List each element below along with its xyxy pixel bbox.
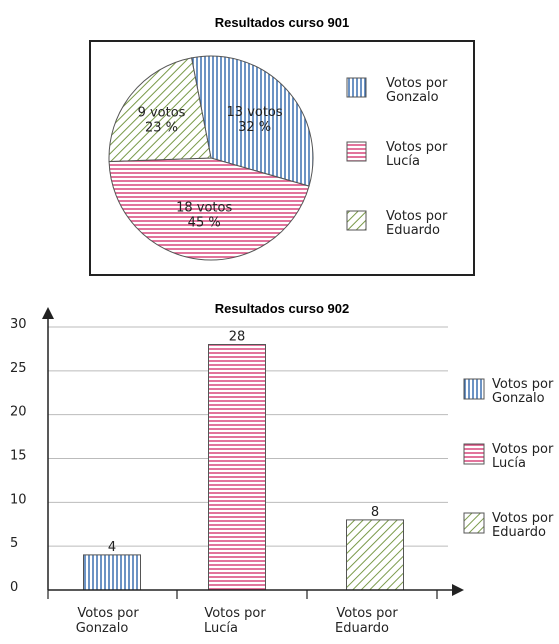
x-label-eduardo-1: Votos por: [336, 606, 398, 621]
bar-lucia-value-label: 28: [229, 330, 246, 345]
bar-title: Resultados curso 902: [215, 301, 349, 316]
pie-count-label-eduardo: 9 votos: [138, 106, 186, 121]
x-label-eduardo-2: Eduardo: [335, 621, 389, 636]
pie-count-label-gonzalo: 13 votos: [227, 105, 283, 120]
pie-legend-label-gonzalo-1: Votos por: [386, 76, 448, 91]
bar-legend: Votos por Gonzalo Votos por Lucía Votos …: [463, 377, 554, 540]
y-tick-label: 25: [10, 361, 27, 376]
bar-gonzalo-value-label: 4: [108, 540, 116, 555]
pie-legend-swatch-lucia: [346, 141, 367, 162]
y-tick-label: 20: [10, 405, 27, 420]
x-axis-ticks: [47, 590, 438, 599]
x-label-gonzalo-2: Gonzalo: [76, 621, 129, 636]
bar-chart: 4 28 8: [83, 330, 404, 591]
bar-eduardo-value-label: 8: [371, 505, 379, 520]
pie-percent-label-eduardo: 23 %: [145, 121, 178, 136]
pie-legend-label-lucia-1: Votos por: [386, 140, 448, 155]
pie-legend-label-eduardo-1: Votos por: [386, 209, 448, 224]
y-tick-label: 15: [10, 449, 27, 464]
bar-legend-label-eduardo-1: Votos por: [492, 511, 554, 526]
bar-y-ticks: 0 5 10 15 20 25 30: [10, 317, 27, 595]
bar-legend-swatch-gonzalo: [463, 378, 485, 400]
pie-legend-label-lucia-2: Lucía: [386, 154, 420, 169]
bar-eduardo: [346, 519, 404, 591]
pie-legend: Votos por Gonzalo Votos por Lucía Votos …: [346, 76, 448, 238]
bar-legend-label-lucia-1: Votos por: [492, 442, 554, 457]
pie-slice-lucia: [108, 157, 310, 261]
x-label-lucia-1: Votos por: [204, 606, 266, 621]
pie-count-label-lucia: 18 votos: [176, 201, 232, 216]
bar-legend-swatch-eduardo: [463, 512, 485, 534]
pie-percent-label-gonzalo: 32 %: [238, 120, 271, 135]
bar-legend-label-gonzalo-2: Gonzalo: [492, 391, 545, 406]
pie-percent-label-lucia: 45 %: [188, 216, 221, 231]
bar-legend-label-eduardo-2: Eduardo: [492, 525, 546, 540]
x-label-lucia-2: Lucía: [204, 621, 238, 636]
bar-legend-swatch-lucia: [463, 443, 485, 465]
pie-slice-gonzalo: [190, 55, 314, 187]
y-tick-label: 30: [10, 317, 27, 332]
pie-legend-swatch-gonzalo: [346, 77, 367, 98]
pie-legend-swatch-eduardo: [346, 210, 367, 231]
y-tick-label: 5: [10, 536, 18, 551]
pie-title: Resultados curso 901: [215, 15, 349, 30]
pie-legend-label-eduardo-2: Eduardo: [386, 223, 440, 238]
y-tick-label: 10: [10, 492, 27, 507]
bar-legend-label-lucia-2: Lucía: [492, 456, 526, 471]
y-tick-label: 0: [10, 580, 18, 595]
bar-legend-label-gonzalo-1: Votos por: [492, 377, 554, 392]
pie-frame: [89, 40, 475, 276]
bar-gonzalo: [83, 554, 141, 591]
pie-slice-eduardo: [108, 57, 212, 163]
bar-lucia: [208, 344, 266, 591]
x-label-gonzalo-1: Votos por: [77, 606, 139, 621]
pie-legend-label-gonzalo-2: Gonzalo: [386, 90, 439, 105]
